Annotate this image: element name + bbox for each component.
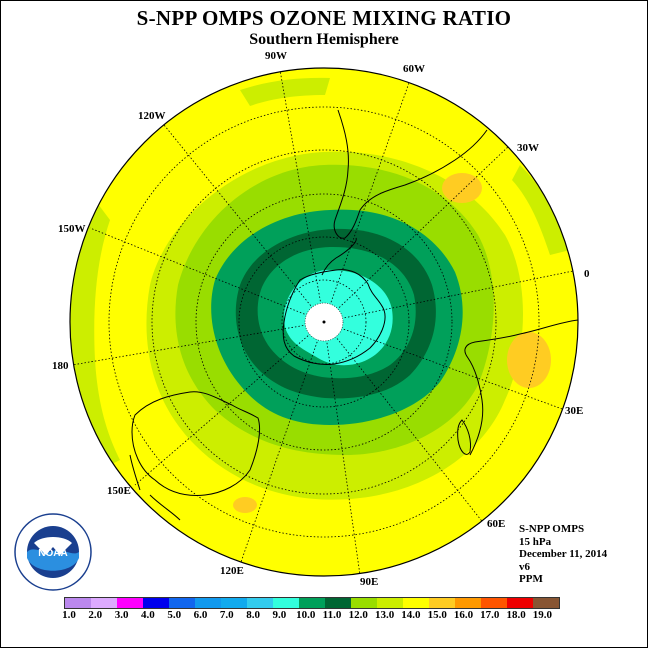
colorbar-swatch: [325, 598, 351, 608]
lon-label: 120W: [138, 110, 166, 122]
zone-15-16-patch: [233, 497, 257, 513]
colorbar-tick-label: 7.0: [219, 609, 234, 621]
colorbar-tick-label: 6.0: [193, 609, 208, 621]
noaa-logo-text: NOAA: [38, 548, 67, 559]
lon-label: 30W: [517, 142, 539, 154]
colorbar-swatch: [221, 598, 247, 608]
lon-label: 120E: [220, 565, 244, 577]
colorbar-swatch: [169, 598, 195, 608]
colorbar-tick-label: 8.0: [246, 609, 260, 621]
version-label: v6: [519, 560, 530, 573]
product-info: S-NPP OMPS 15 hPa December 11, 2014 v6 P…: [519, 523, 607, 586]
colorbar-swatch: [507, 598, 533, 608]
lon-label: 60W: [403, 63, 425, 75]
colorbar-tick-label: 14.0: [401, 609, 421, 621]
colorbar-tick-label: 4.0: [141, 609, 155, 621]
lon-label: 150W: [58, 223, 86, 235]
colorbar-tick-label: 1.0: [62, 609, 76, 621]
colorbar-swatch: [403, 598, 429, 608]
zone-13-14-fringe: [512, 165, 570, 255]
colorbar-swatch: [117, 598, 143, 608]
colorbar-tick-label: 12.0: [348, 609, 368, 621]
colorbar-tick-label: 13.0: [374, 609, 395, 621]
colorbar-swatch: [351, 598, 377, 608]
map-subtitle: Southern Hemisphere: [249, 31, 399, 48]
colorbar-swatch: [299, 598, 325, 608]
colorbar-tick-label: 2.0: [88, 609, 103, 621]
colorbar-swatch: [247, 598, 273, 608]
map-boundary: [69, 67, 579, 577]
colorbar-tick-label: 10.0: [296, 609, 316, 621]
colorbar: [64, 597, 560, 609]
colorbar-swatch: [429, 598, 455, 608]
lon-label: 90E: [360, 576, 379, 588]
date-label: December 11, 2014: [519, 548, 608, 560]
map-title: S-NPP OMPS OZONE MIXING RATIO: [136, 6, 512, 30]
colorbar-tick-label: 15.0: [427, 609, 447, 621]
colorbar-tick-label: 5.0: [167, 609, 182, 621]
pressure-level-label: 15 hPa: [519, 535, 552, 548]
colorbar-tick-label: 19.0: [532, 609, 553, 621]
lon-label: 150E: [107, 485, 131, 497]
meridians: [71, 69, 578, 576]
colorbar-tick-label: 18.0: [506, 609, 526, 621]
coastlines: [129, 109, 578, 521]
colorbar-swatch: [65, 598, 91, 608]
colorbar-swatch: [377, 598, 403, 608]
colorbar-tick-label: 16.0: [453, 609, 474, 621]
colorbar-tick-label: 3.0: [114, 609, 129, 621]
zone-15-16-patch: [507, 332, 551, 388]
colorbar-swatch: [143, 598, 169, 608]
instrument-label: S-NPP OMPS: [519, 523, 585, 535]
lon-label: 0: [584, 268, 590, 280]
colorbar-swatch: [455, 598, 481, 608]
colorbar-swatch: [273, 598, 299, 608]
latitude-circles: [108, 106, 540, 538]
colorbar-tick-label: 9.0: [272, 609, 287, 621]
lon-label: 30E: [565, 405, 584, 417]
colorbar-swatch: [481, 598, 507, 608]
units-label: PPM: [519, 573, 543, 585]
lon-label: 90W: [265, 50, 287, 62]
colorbar-tick-label: 11.0: [322, 609, 342, 621]
south-pole-marker: [322, 320, 326, 324]
colorbar-swatch: [195, 598, 221, 608]
lon-label: 60E: [487, 518, 506, 530]
zone-13-14-fringe: [240, 77, 330, 106]
noaa-logo-icon: NOAA: [14, 513, 92, 591]
colorbar-swatch: [533, 598, 559, 608]
colorbar-tick-label: 17.0: [480, 609, 500, 621]
lon-label: 180: [52, 360, 69, 372]
colorbar-swatch: [91, 598, 117, 608]
zone-15-16-patch: [442, 173, 482, 203]
